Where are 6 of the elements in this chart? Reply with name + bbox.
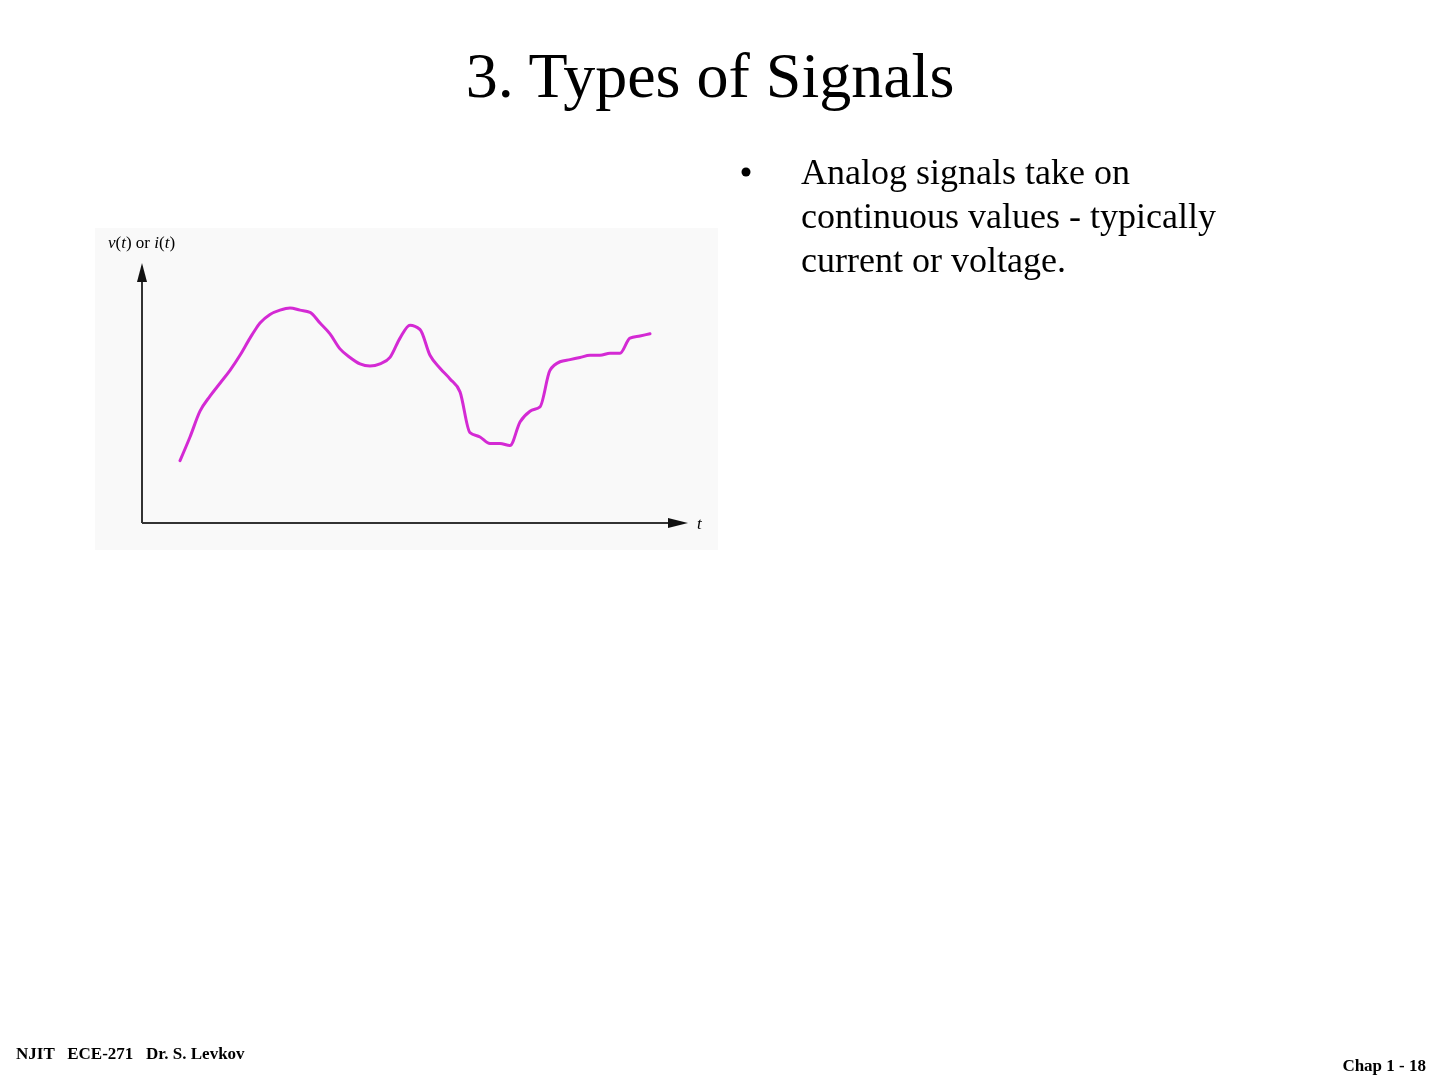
- text: Chap 1 - 18: [1342, 1056, 1426, 1075]
- x-axis-title: t: [697, 514, 703, 533]
- y-axis-title: v(t) or i(t): [108, 233, 176, 252]
- text: NJIT ECE-271 Dr. S. Levkov: [16, 1044, 246, 1063]
- chart-title: 3. Types of Signals: [465, 40, 955, 111]
- text: Analog signals take on continuous values - typically current or voltage.: [801, 152, 1216, 280]
